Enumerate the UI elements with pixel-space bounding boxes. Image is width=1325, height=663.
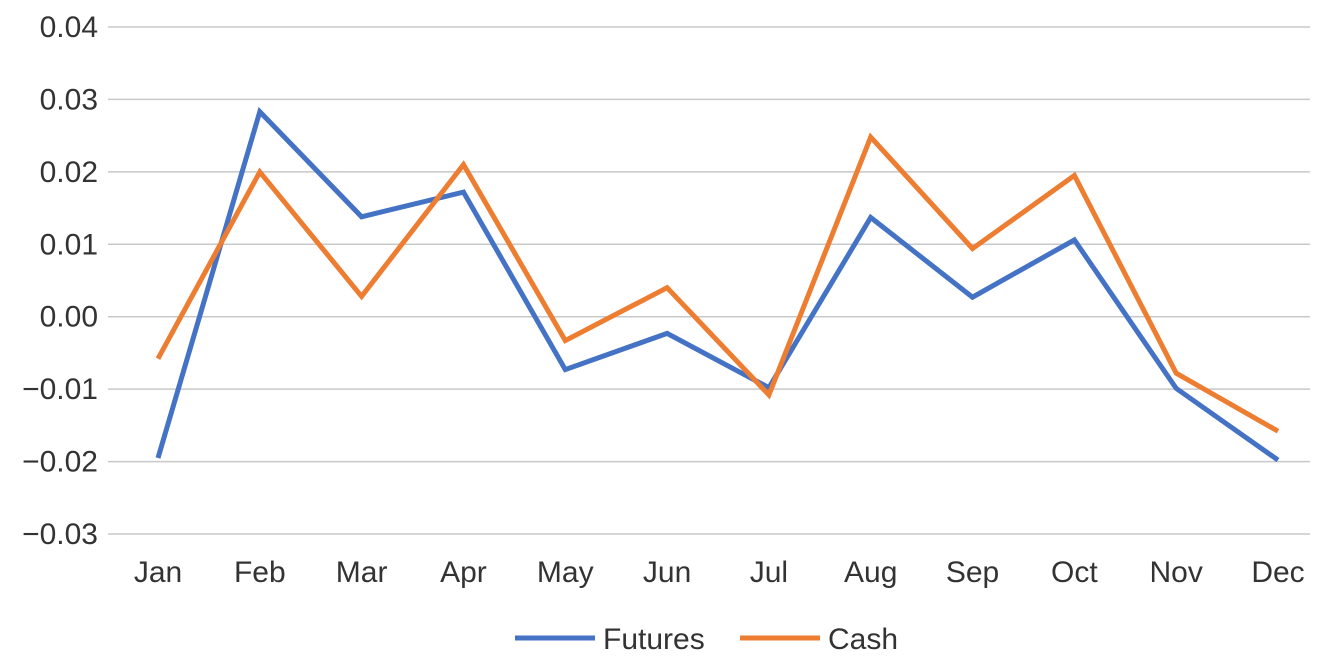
y-tick-label: 0.02: [40, 156, 98, 189]
gridlines: [108, 26, 1310, 535]
y-tick-label: −0.03: [22, 518, 98, 551]
x-tick-label: Aug: [844, 556, 897, 589]
x-tick-label: Jan: [134, 556, 182, 589]
x-tick-label: Jun: [643, 556, 691, 589]
y-tick-label: −0.01: [22, 373, 98, 406]
y-tick-label: 0.04: [40, 11, 98, 44]
y-tick-label: −0.02: [22, 446, 98, 479]
legend-label-cash: Cash: [828, 623, 898, 656]
x-tick-label: Apr: [440, 556, 487, 589]
legend-label-futures: Futures: [603, 623, 705, 656]
x-tick-label: Dec: [1251, 556, 1304, 589]
series-line-cash: [155, 132, 1280, 434]
x-tick-label: May: [537, 556, 594, 589]
x-tick-label: Mar: [336, 556, 388, 589]
series-lines: [155, 106, 1280, 463]
legend: Futures Cash: [515, 623, 898, 656]
series-line-futures: [155, 106, 1280, 463]
x-tick-label: Nov: [1150, 556, 1203, 589]
x-tick-label: Sep: [946, 556, 999, 589]
y-tick-label: 0.01: [40, 228, 98, 261]
y-tick-label: 0.00: [40, 301, 98, 334]
x-tick-label: Jul: [750, 556, 788, 589]
x-tick-label: Feb: [234, 556, 286, 589]
x-tick-label: Oct: [1051, 556, 1098, 589]
x-axis-ticks: Jan Feb Mar Apr May Jun Jul Aug Sep Oct Nov Dec: [134, 556, 1305, 589]
y-tick-label: 0.03: [40, 83, 98, 116]
y-axis-ticks: 0.04 0.03 0.02 0.01 0.00 −0.01 −0.02 −0.03: [22, 11, 98, 551]
